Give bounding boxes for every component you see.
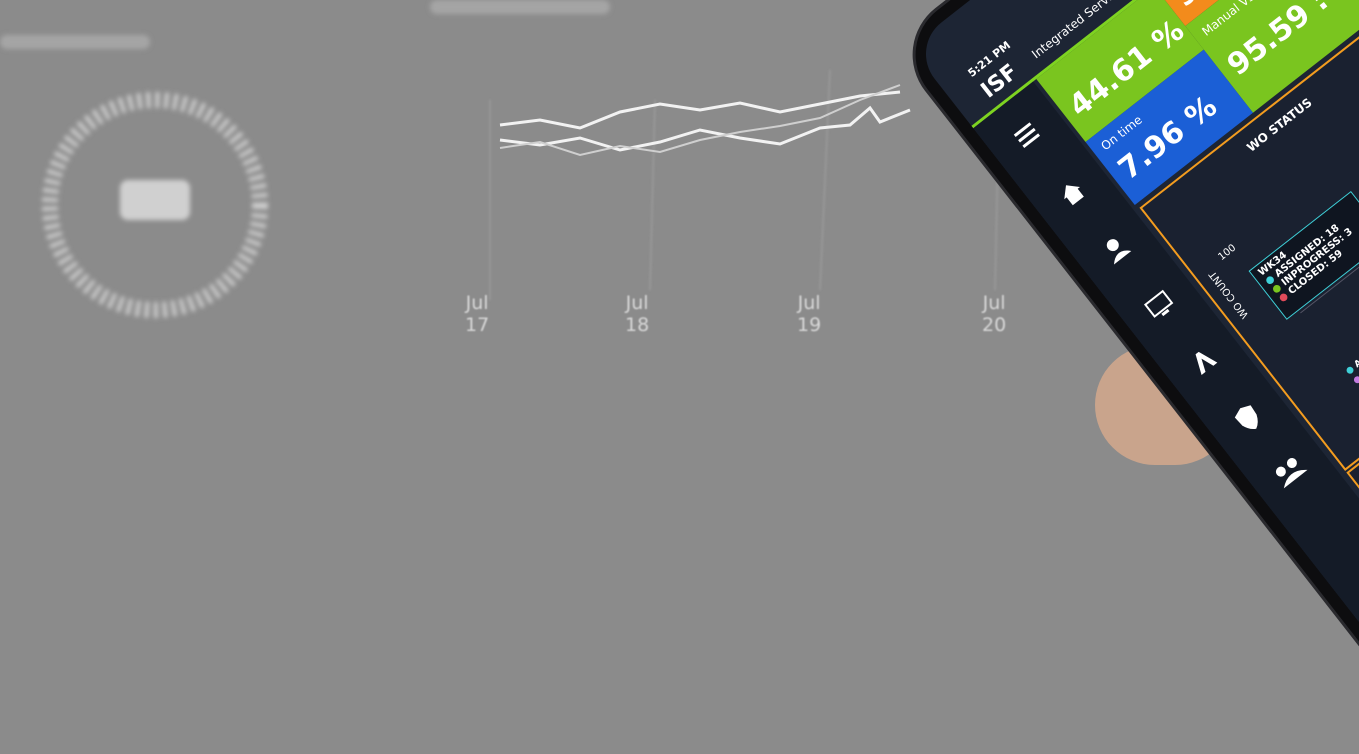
day: 20 xyxy=(982,314,1007,336)
month: Jul xyxy=(625,292,649,314)
day: 18 xyxy=(625,314,650,336)
month: Jul xyxy=(465,292,489,314)
day: 19 xyxy=(797,314,822,336)
legend: ● ASSIGNED ● ONHOLD ● REOPENED xyxy=(1343,328,1359,397)
gauge xyxy=(0,0,610,318)
grid xyxy=(489,59,1001,300)
x-axis-label: Jul 20 xyxy=(982,292,1006,336)
background-dashboard xyxy=(0,0,1001,318)
x-axis-label: Jul 17 xyxy=(465,292,489,336)
background-lines xyxy=(499,84,911,157)
day: 17 xyxy=(465,314,490,336)
wo-status-panel: WO STATUS WO COUNT 100 WK34 WK33 WK32 Ti… xyxy=(1139,0,1359,471)
x-axis-label: Jul 19 xyxy=(797,292,821,336)
legend-text: ASSIGNED xyxy=(1352,330,1359,371)
legend-item[interactable]: ● ASSIGNED xyxy=(1343,328,1359,378)
x-axis-label: Jul 18 xyxy=(625,292,649,336)
bar-chart xyxy=(1300,109,1359,314)
month: Jul xyxy=(982,292,1006,314)
y-tick-label: 100 xyxy=(1216,242,1239,263)
month: Jul xyxy=(797,292,821,314)
